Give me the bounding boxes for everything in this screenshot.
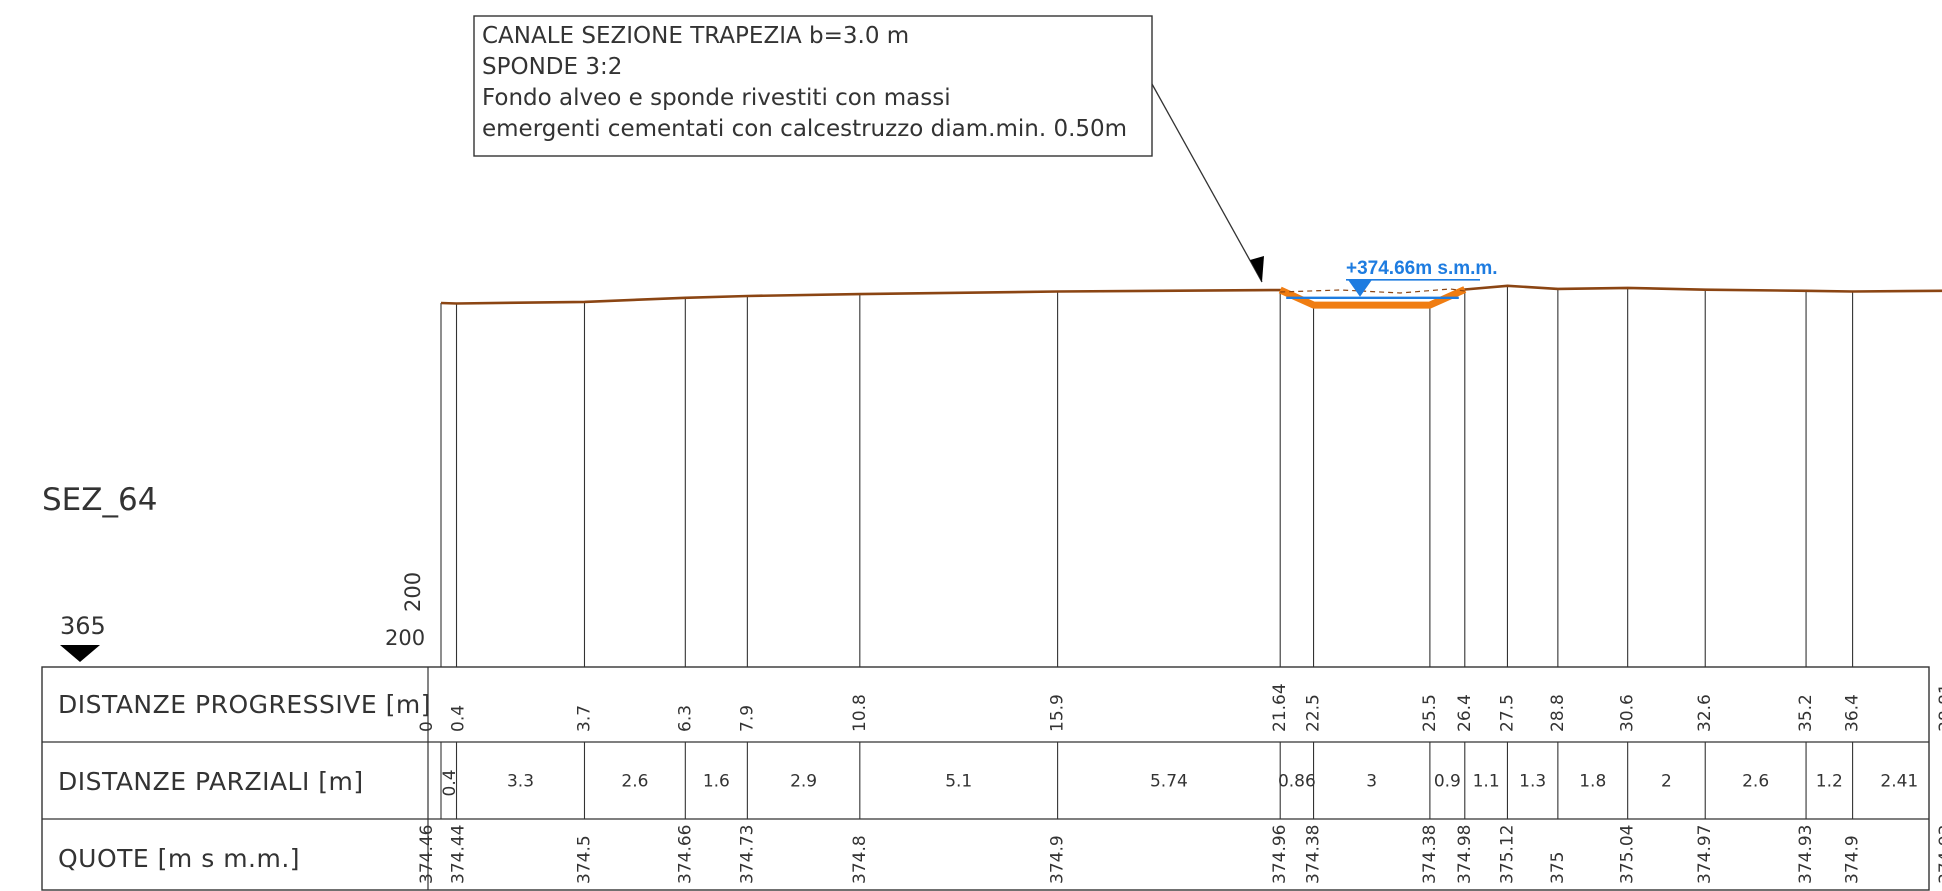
progressive-distance-cell: 38.81 (1936, 683, 1942, 732)
elevation-cell: 374.38 (1304, 825, 1324, 884)
progressive-distance-cell: 0 (417, 721, 437, 732)
elevation-cell: 375.12 (1497, 825, 1517, 884)
callout-line-2: SPONDE 3:2 (482, 54, 622, 80)
partial-distance-cell: 0.4 (440, 769, 460, 796)
partial-distance-cell: 2 (1661, 772, 1672, 792)
row-label-partial: DISTANZE PARZIALI [m] (58, 767, 364, 796)
original-ground-dashed-line (1280, 288, 1465, 294)
elevation-cell: 374.98 (1455, 825, 1475, 884)
progressive-distance-cell: 32.6 (1695, 694, 1715, 732)
elevation-cell: 374.97 (1695, 825, 1715, 884)
progressive-distance-cell: 3.7 (574, 705, 594, 732)
partial-distance-cell: 1.2 (1816, 772, 1843, 792)
progressive-distance-cell: 28.8 (1548, 694, 1568, 732)
partial-distance-cell: 2.6 (621, 772, 648, 792)
partial-distance-cell: 5.74 (1150, 772, 1188, 792)
terrain-profile-group (440, 284, 1942, 309)
callout-line-3: Fondo alveo e sponde rivestiti con massi (482, 85, 951, 111)
partial-distance-cell: 1.8 (1579, 772, 1606, 792)
progressive-distance-cell: 21.64 (1270, 683, 1290, 732)
partial-distance-cell: 0.9 (1434, 772, 1461, 792)
progressive-distance-cell: 10.8 (850, 694, 870, 732)
elevation-cell: 375.04 (1618, 825, 1638, 884)
partial-distance-cell: 2.9 (790, 772, 817, 792)
callout-line-1: CANALE SEZIONE TRAPEZIA b=3.0 m (482, 23, 909, 49)
elevation-cell: 374.93 (1936, 825, 1942, 884)
row-label-elevation: QUOTE [m s m.m.] (58, 844, 300, 873)
elevation-cell: 374.96 (1270, 825, 1290, 884)
callout-line-4: emergenti cementati con calcestruzzo dia… (482, 116, 1127, 142)
table-cells: 0 0.4 3.7 6.3 7.9 10.8 15.9 21.64 22.5 25.5 26.4 27… (417, 683, 1942, 884)
progressive-distance-cell: 27.5 (1497, 694, 1517, 732)
partial-distance-cell: 2.6 (1742, 772, 1769, 792)
datum-value: 365 (60, 612, 106, 640)
partial-distance-cell: 2.41 (1880, 772, 1918, 792)
progressive-distance-cell: 30.6 (1618, 694, 1638, 732)
data-table: DISTANZE PROGRESSIVE [m] DISTANZE PARZIA… (41, 666, 1930, 891)
elevation-cell: 374.66 (675, 825, 695, 884)
datum-triangle-icon (60, 645, 100, 662)
partial-distance-cell: 5.1 (945, 772, 972, 792)
progressive-distance-cell: 25.5 (1420, 694, 1440, 732)
callout-box: CANALE SEZIONE TRAPEZIA b=3.0 m SPONDE 3… (473, 15, 1264, 283)
station-verticals (440, 285, 1854, 667)
elevation-cell: 374.46 (417, 825, 437, 884)
callout-leader-line (1151, 83, 1263, 283)
row-label-progressive: DISTANZE PROGRESSIVE [m] (58, 690, 431, 719)
progressive-distance-cell: 26.4 (1455, 694, 1475, 732)
elevation-cell: 374.5 (574, 835, 594, 884)
progressive-distance-cell: 22.5 (1304, 694, 1324, 732)
partial-distance-cell: 1.6 (703, 772, 730, 792)
elevation-cell: 374.8 (850, 835, 870, 884)
elevation-cell: 374.73 (737, 825, 757, 884)
elevation-cell: 374.44 (449, 825, 469, 884)
section-title: SEZ_64 (42, 482, 157, 518)
elevation-cell: 374.9 (1843, 835, 1863, 884)
table-outline (41, 666, 1930, 891)
progressive-distance-cell: 6.3 (675, 705, 695, 732)
elevation-cell: 374.9 (1048, 835, 1068, 884)
scale-horizontal-label: 200 (385, 626, 425, 650)
partial-distance-cell: 0.86 (1278, 772, 1316, 792)
terrain-profile-line (440, 284, 1942, 307)
water-level-label: +374.66m s.m.m. (1346, 258, 1498, 279)
partial-distance-cell: 1.1 (1473, 772, 1500, 792)
progressive-distance-cell: 15.9 (1048, 694, 1068, 732)
water-level-group: +374.66m s.m.m. (1286, 258, 1498, 299)
elevation-cell: 374.38 (1420, 825, 1440, 884)
progressive-distance-cell: 36.4 (1843, 694, 1863, 732)
partial-distance-cell: 3 (1366, 772, 1377, 792)
partial-distance-cell: 3.3 (507, 772, 534, 792)
leader-arrowhead-icon (1250, 256, 1264, 282)
scale-vertical-label: 200 (401, 572, 425, 612)
elevation-cell: 374.93 (1796, 825, 1816, 884)
progressive-distance-cell: 7.9 (737, 705, 757, 732)
callout-frame (473, 15, 1153, 157)
progressive-distance-cell: 35.2 (1796, 694, 1816, 732)
partial-distance-cell: 1.3 (1519, 772, 1546, 792)
progressive-distance-cell: 0.4 (449, 705, 469, 732)
elevation-cell: 375 (1548, 852, 1568, 884)
water-level-triangle-icon (1348, 279, 1372, 297)
